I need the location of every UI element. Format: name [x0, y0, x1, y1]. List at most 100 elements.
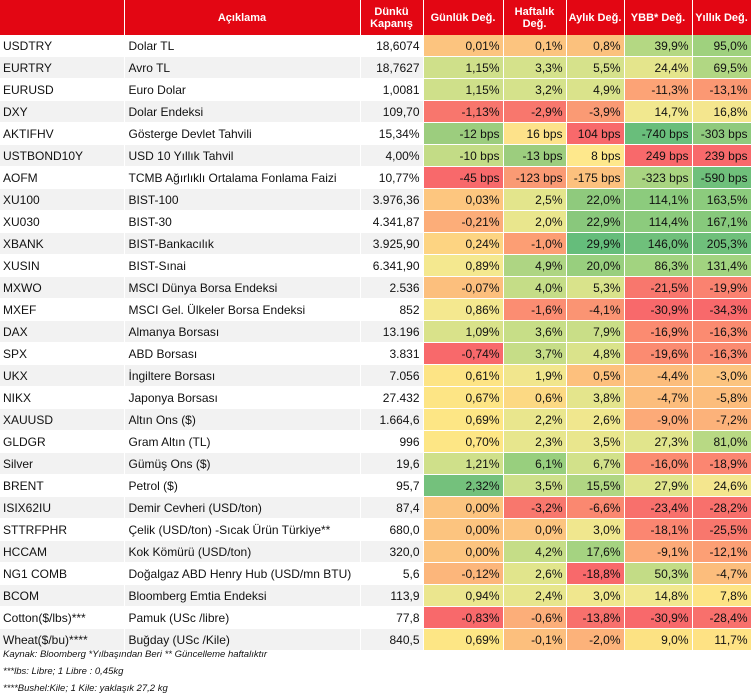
- daily-change-cell: -0,21%: [423, 210, 504, 233]
- ytd-change-cell: -740 bps: [624, 122, 693, 145]
- yearly-change-cell: -25,5%: [692, 518, 751, 541]
- instrument-code: USDTRY: [0, 35, 125, 57]
- monthly-change-cell: 22,0%: [566, 188, 625, 211]
- instrument-code: ISIX62IU: [0, 496, 125, 519]
- instrument-code: Silver: [0, 452, 125, 475]
- table-row: XU030 BIST-30 4.341,87 -0,21% 2,0% 22,9% 114,4…: [0, 210, 751, 233]
- yearly-change-cell: -28,2%: [692, 496, 751, 519]
- monthly-change-cell: 6,7%: [566, 452, 625, 475]
- daily-change-cell: 0,24%: [423, 232, 504, 255]
- previous-close: 3.976,36: [360, 188, 424, 211]
- yearly-change-cell: 7,8%: [692, 584, 751, 607]
- monthly-change-cell: 3,0%: [566, 518, 625, 541]
- previous-close: 3.925,90: [360, 232, 424, 255]
- previous-close: 19,6: [360, 452, 424, 475]
- monthly-change-cell: 22,9%: [566, 210, 625, 233]
- table-row: NG1 COMB Doğalgaz ABD Henry Hub (USD/mn B…: [0, 562, 751, 585]
- daily-change-cell: 0,94%: [423, 584, 504, 607]
- daily-change-cell: -10 bps: [423, 144, 504, 167]
- monthly-change-cell: 5,3%: [566, 276, 625, 299]
- daily-change-cell: 0,89%: [423, 254, 504, 277]
- ytd-change-cell: -11,3%: [624, 78, 693, 101]
- table-row: GLDGR Gram Altın (TL) 996 0,70% 2,3% 3,5% 27,3…: [0, 430, 751, 453]
- yearly-change-cell: 205,3%: [692, 232, 751, 255]
- instrument-description: BIST-Bankacılık: [124, 232, 361, 255]
- ytd-change-cell: 249 bps: [624, 144, 693, 167]
- instrument-code: DAX: [0, 320, 125, 343]
- instrument-description: Avro TL: [124, 56, 361, 79]
- instrument-description: Gram Altın (TL): [124, 430, 361, 453]
- previous-close: 3.831: [360, 342, 424, 365]
- ytd-change-cell: -323 bps: [624, 166, 693, 189]
- instrument-code: XU100: [0, 188, 125, 211]
- yearly-change-cell: -5,8%: [692, 386, 751, 409]
- weekly-change-cell: -1,0%: [503, 232, 567, 255]
- instrument-code: XBANK: [0, 232, 125, 255]
- weekly-change-cell: -0,6%: [503, 606, 567, 629]
- instrument-description: Bloomberg Emtia Endeksi: [124, 584, 361, 607]
- table-header-row: Açıklama Dünkü Kapanış Günlük Değ. Hafta…: [0, 0, 751, 35]
- daily-change-cell: 0,61%: [423, 364, 504, 387]
- daily-change-cell: 0,01%: [423, 35, 504, 57]
- yearly-change-cell: 239 bps: [692, 144, 751, 167]
- instrument-code: UKX: [0, 364, 125, 387]
- ytd-change-cell: -9,0%: [624, 408, 693, 431]
- instrument-code: DXY: [0, 100, 125, 123]
- ytd-change-cell: -9,1%: [624, 540, 693, 563]
- previous-close: 87,4: [360, 496, 424, 519]
- instrument-code: BCOM: [0, 584, 125, 607]
- previous-close: 13.196: [360, 320, 424, 343]
- weekly-change-cell: 2,6%: [503, 562, 567, 585]
- monthly-change-cell: 104 bps: [566, 122, 625, 145]
- yearly-change-cell: 131,4%: [692, 254, 751, 277]
- previous-close: 77,8: [360, 606, 424, 629]
- monthly-change-cell: 3,8%: [566, 386, 625, 409]
- table-row: MXWO MSCI Dünya Borsa Endeksi 2.536 -0,07% 4…: [0, 276, 751, 299]
- instrument-code: Wheat($/bu)****: [0, 628, 125, 651]
- yearly-change-cell: -34,3%: [692, 298, 751, 321]
- previous-close: 27.432: [360, 386, 424, 409]
- ytd-change-cell: 50,3%: [624, 562, 693, 585]
- footnote-bushel: ****Bushel:Kile; 1 Kile: yaklaşık 27,2 k…: [3, 683, 168, 694]
- table-body: USDTRY Dolar TL 18,6074 0,01% 0,1% 0,8% 39,9% 9…: [0, 35, 751, 651]
- ytd-change-cell: 114,1%: [624, 188, 693, 211]
- previous-close: 1,0081: [360, 78, 424, 101]
- monthly-change-cell: 3,0%: [566, 584, 625, 607]
- table-row: EURTRY Avro TL 18,7627 1,15% 3,3% 5,5% 24,4% 69…: [0, 56, 751, 79]
- previous-close: 95,7: [360, 474, 424, 497]
- monthly-change-cell: -18,8%: [566, 562, 625, 585]
- monthly-change-cell: -6,6%: [566, 496, 625, 519]
- instrument-code: NIKX: [0, 386, 125, 409]
- instrument-description: BIST-30: [124, 210, 361, 233]
- weekly-change-cell: 3,5%: [503, 474, 567, 497]
- monthly-change-cell: -13,8%: [566, 606, 625, 629]
- daily-change-cell: 1,09%: [423, 320, 504, 343]
- instrument-description: Petrol ($): [124, 474, 361, 497]
- instrument-code: GLDGR: [0, 430, 125, 453]
- instrument-code: XAUUSD: [0, 408, 125, 431]
- table-row: Silver Gümüş Ons ($) 19,6 1,21% 6,1% 6,7% -16,…: [0, 452, 751, 475]
- table-row: XUSIN BIST-Sınai 6.341,90 0,89% 4,9% 20,0% 86,…: [0, 254, 751, 277]
- instrument-code: BRENT: [0, 474, 125, 497]
- header-monthly-change: Aylık Değ.: [566, 0, 625, 35]
- daily-change-cell: 0,86%: [423, 298, 504, 321]
- weekly-change-cell: -1,6%: [503, 298, 567, 321]
- yearly-change-cell: -16,3%: [692, 320, 751, 343]
- yearly-change-cell: 24,6%: [692, 474, 751, 497]
- ytd-change-cell: -30,9%: [624, 606, 693, 629]
- instrument-description: Çelik (USD/ton) -Sıcak Ürün Türkiye**: [124, 518, 361, 541]
- weekly-change-cell: 2,5%: [503, 188, 567, 211]
- daily-change-cell: 0,00%: [423, 518, 504, 541]
- daily-change-cell: 0,00%: [423, 540, 504, 563]
- weekly-change-cell: 1,9%: [503, 364, 567, 387]
- table-row: SPX ABD Borsası 3.831 -0,74% 3,7% 4,8% -19,6% -…: [0, 342, 751, 365]
- monthly-change-cell: 0,5%: [566, 364, 625, 387]
- ytd-change-cell: -16,0%: [624, 452, 693, 475]
- monthly-change-cell: 2,6%: [566, 408, 625, 431]
- yearly-change-cell: -3,0%: [692, 364, 751, 387]
- yearly-change-cell: -13,1%: [692, 78, 751, 101]
- instrument-description: Buğday (USc /Kile): [124, 628, 361, 651]
- instrument-code: XUSIN: [0, 254, 125, 277]
- instrument-description: Dolar TL: [124, 35, 361, 57]
- instrument-code: AOFM: [0, 166, 125, 189]
